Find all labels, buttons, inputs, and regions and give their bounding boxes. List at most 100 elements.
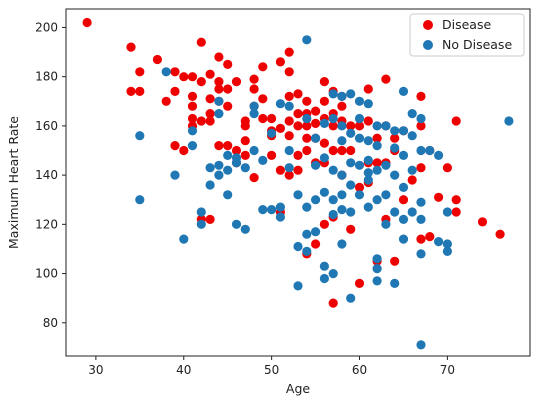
- data-point: [346, 293, 356, 303]
- data-point: [231, 77, 242, 87]
- data-point: [293, 89, 303, 99]
- data-point: [398, 182, 409, 192]
- data-point: [381, 160, 391, 170]
- data-point: [135, 67, 145, 77]
- data-point: [337, 170, 347, 180]
- data-point: [407, 165, 417, 175]
- data-point: [337, 101, 347, 111]
- data-point: [328, 195, 338, 205]
- data-point: [319, 273, 329, 284]
- data-point: [442, 246, 452, 256]
- data-point: [381, 219, 391, 229]
- data-point: [372, 158, 382, 168]
- data-point: [319, 187, 329, 197]
- data-point: [311, 118, 321, 128]
- data-point: [293, 150, 303, 160]
- data-point: [161, 67, 171, 77]
- data-point: [302, 113, 312, 124]
- data-point: [372, 254, 382, 264]
- data-point: [170, 170, 180, 180]
- data-point: [302, 246, 312, 256]
- data-point: [82, 17, 92, 28]
- data-point: [214, 96, 224, 106]
- data-point: [275, 202, 285, 212]
- data-point: [293, 241, 303, 252]
- data-point: [214, 52, 224, 62]
- data-point: [196, 116, 206, 126]
- data-point: [240, 224, 250, 234]
- data-point: [434, 150, 444, 160]
- data-point: [231, 153, 242, 163]
- data-point: [214, 77, 224, 87]
- data-point: [354, 190, 365, 200]
- data-point: [223, 150, 233, 160]
- data-point: [311, 160, 321, 170]
- y-axis-label: Maximum Heart Rate: [6, 116, 21, 249]
- data-point: [363, 175, 373, 185]
- data-point: [363, 99, 373, 109]
- data-point: [302, 202, 312, 212]
- data-point: [425, 232, 435, 242]
- data-point: [416, 234, 426, 244]
- data-point: [249, 109, 259, 119]
- y-tick-label: 120: [35, 217, 58, 231]
- data-point: [363, 84, 373, 94]
- data-point: [442, 207, 452, 217]
- data-point: [442, 163, 452, 173]
- data-point: [205, 180, 215, 190]
- data-point: [126, 42, 136, 52]
- data-point: [398, 214, 409, 224]
- data-point: [258, 205, 268, 215]
- data-point: [179, 72, 189, 82]
- x-tick-label: 70: [440, 363, 455, 377]
- data-point: [354, 160, 365, 170]
- data-point: [196, 77, 206, 87]
- data-point: [258, 62, 268, 72]
- data-point: [196, 37, 206, 47]
- data-point: [293, 165, 303, 175]
- legend: Disease No Disease: [409, 13, 525, 57]
- data-point: [390, 278, 400, 288]
- data-point: [126, 86, 136, 96]
- data-point: [328, 269, 338, 279]
- data-point: [214, 141, 224, 151]
- data-point: [416, 121, 426, 131]
- data-point: [372, 141, 382, 151]
- data-point: [346, 89, 356, 99]
- data-point: [214, 84, 224, 94]
- data-point: [275, 165, 285, 175]
- data-point: [346, 145, 356, 156]
- series-disease: [82, 17, 505, 308]
- data-point: [407, 175, 417, 185]
- data-point: [311, 106, 321, 116]
- data-point: [398, 234, 409, 244]
- data-point: [416, 249, 426, 259]
- scatter-points: [82, 17, 514, 350]
- y-tick-label: 200: [35, 20, 58, 34]
- data-point: [390, 170, 400, 180]
- data-point: [346, 224, 356, 234]
- data-point: [258, 155, 268, 165]
- data-point: [451, 207, 461, 217]
- data-point: [319, 96, 329, 106]
- data-point: [205, 116, 215, 126]
- data-point: [363, 136, 373, 146]
- data-point: [328, 165, 338, 175]
- data-point: [416, 113, 426, 124]
- data-point: [240, 136, 250, 146]
- data-point: [135, 131, 145, 141]
- data-point: [495, 229, 505, 239]
- data-point: [337, 136, 347, 146]
- data-point: [267, 205, 277, 215]
- y-tick-label: 80: [43, 316, 58, 330]
- data-point: [346, 207, 356, 217]
- legend-label-disease: Disease: [442, 17, 491, 32]
- data-point: [425, 145, 435, 156]
- x-tick-label: 60: [352, 363, 367, 377]
- data-point: [346, 128, 356, 138]
- data-point: [372, 276, 382, 286]
- data-point: [293, 109, 303, 119]
- data-point: [319, 153, 329, 163]
- data-point: [293, 281, 303, 291]
